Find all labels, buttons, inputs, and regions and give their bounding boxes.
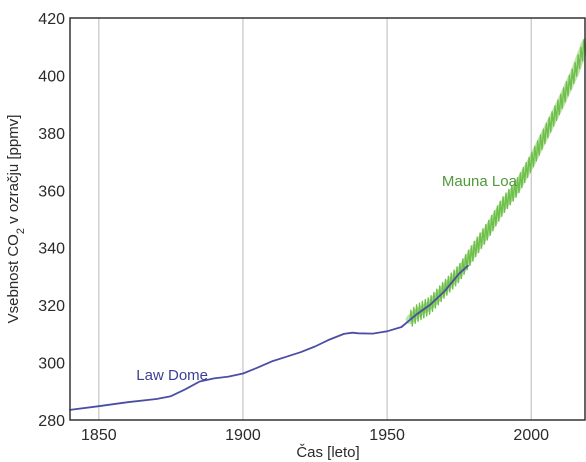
y-tick-label: 400 bbox=[38, 68, 65, 85]
series-labels: Law Dome Mauna Loa bbox=[136, 173, 517, 384]
y-axis-title-subscript: 2 bbox=[15, 228, 27, 234]
x-tick-label: 1950 bbox=[369, 427, 405, 444]
y-tick-label: 360 bbox=[38, 183, 65, 200]
mauna-loa-line bbox=[409, 39, 586, 327]
y-tick-label: 280 bbox=[38, 413, 65, 430]
x-tick-label: 2000 bbox=[513, 427, 549, 444]
mauna-loa-label: Mauna Loa bbox=[442, 173, 518, 190]
x-tick-label: 1900 bbox=[225, 427, 261, 444]
y-tick-label: 340 bbox=[38, 241, 65, 258]
tick-labels: 280 300 320 340 360 380 400 420 1850 1900 1950 2000 bbox=[38, 11, 549, 444]
plot-frame bbox=[69, 17, 586, 421]
y-tick-label: 300 bbox=[38, 356, 65, 373]
y-axis-title-prefix: Vsebnost CO bbox=[5, 234, 22, 323]
gridlines bbox=[98, 18, 532, 420]
law-dome-line bbox=[69, 264, 469, 411]
y-tick-label: 380 bbox=[38, 126, 65, 143]
x-axis-title: Čas [leto] bbox=[296, 444, 359, 461]
law-dome-label: Law Dome bbox=[136, 367, 208, 384]
y-tick-label: 420 bbox=[38, 11, 65, 28]
x-tick-label: 1850 bbox=[81, 427, 117, 444]
y-tick-label: 320 bbox=[38, 298, 65, 315]
y-axis-title: Vsebnost CO2 v ozračju [ppmv] bbox=[5, 115, 27, 324]
y-axis-title-suffix: v ozračju [ppmv] bbox=[5, 115, 22, 228]
series-lines bbox=[69, 38, 586, 411]
